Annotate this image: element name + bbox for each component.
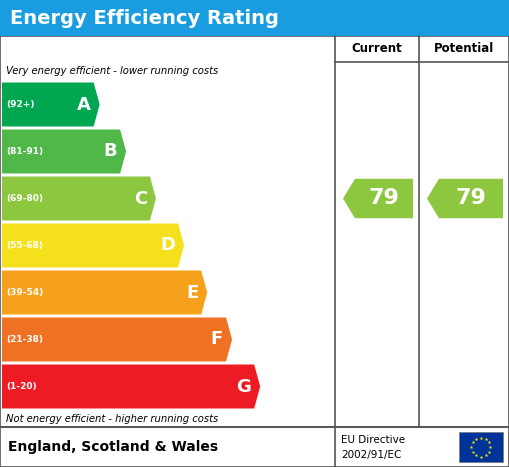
Text: C: C xyxy=(134,190,147,207)
Bar xyxy=(0,427,509,467)
Text: F: F xyxy=(211,331,223,348)
Text: E: E xyxy=(186,283,198,302)
Text: Current: Current xyxy=(352,42,403,56)
Text: 79: 79 xyxy=(369,189,400,208)
Polygon shape xyxy=(2,270,207,314)
Text: D: D xyxy=(160,236,175,255)
Bar xyxy=(459,432,503,462)
Polygon shape xyxy=(2,365,260,409)
Text: Very energy efficient - lower running costs: Very energy efficient - lower running co… xyxy=(6,66,218,77)
Text: (92+): (92+) xyxy=(6,100,35,109)
Text: 2002/91/EC: 2002/91/EC xyxy=(341,450,402,460)
Polygon shape xyxy=(2,224,184,268)
Bar xyxy=(0,0,509,36)
Polygon shape xyxy=(2,129,126,174)
Text: Not energy efficient - higher running costs: Not energy efficient - higher running co… xyxy=(6,415,218,425)
Text: Energy Efficiency Rating: Energy Efficiency Rating xyxy=(10,8,279,28)
Polygon shape xyxy=(343,179,413,218)
Text: B: B xyxy=(103,142,117,161)
Bar xyxy=(0,36,509,427)
Text: (55-68): (55-68) xyxy=(6,241,43,250)
Polygon shape xyxy=(427,179,503,218)
Polygon shape xyxy=(2,83,100,127)
Polygon shape xyxy=(2,318,232,361)
Text: EU Directive: EU Directive xyxy=(341,435,405,445)
Text: England, Scotland & Wales: England, Scotland & Wales xyxy=(8,440,218,454)
Text: G: G xyxy=(236,377,251,396)
Text: (81-91): (81-91) xyxy=(6,147,43,156)
Text: (1-20): (1-20) xyxy=(6,382,37,391)
Text: (39-54): (39-54) xyxy=(6,288,43,297)
Text: 79: 79 xyxy=(456,189,487,208)
Polygon shape xyxy=(2,177,156,220)
Text: (69-80): (69-80) xyxy=(6,194,43,203)
Text: A: A xyxy=(77,95,91,113)
Text: (21-38): (21-38) xyxy=(6,335,43,344)
Text: Potential: Potential xyxy=(434,42,494,56)
